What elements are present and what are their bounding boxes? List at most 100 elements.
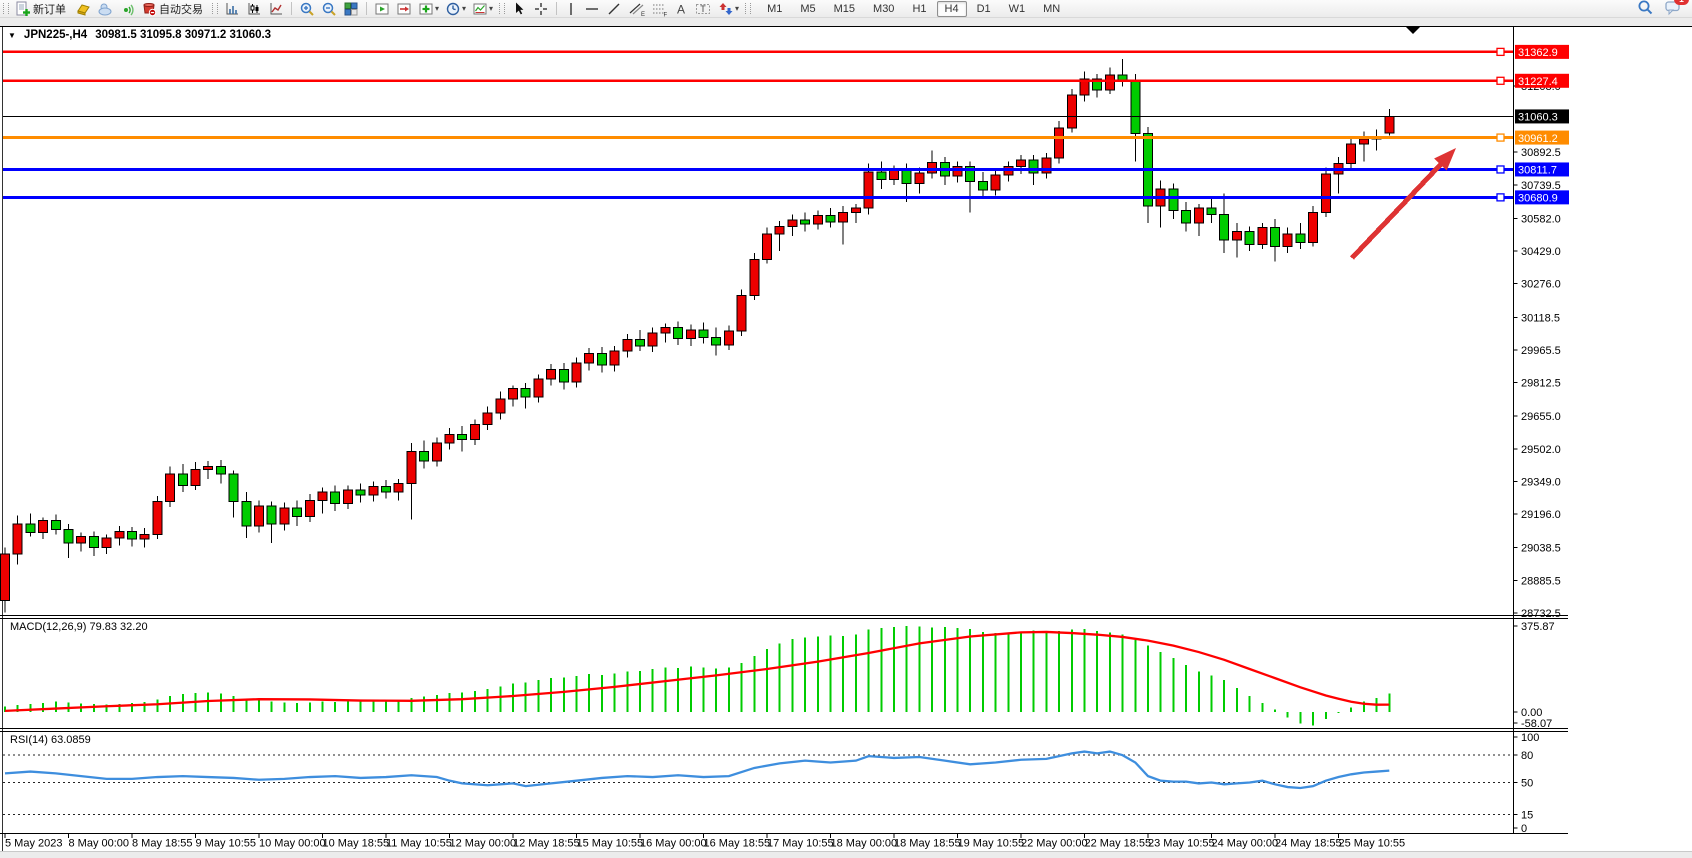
vertical-line-button[interactable] <box>562 1 580 17</box>
macd-scale-label: 375.87 <box>1521 621 1555 633</box>
price-badge-label: 31060.3 <box>1518 112 1558 124</box>
candle-down <box>635 338 645 347</box>
candle-up <box>1320 173 1331 213</box>
line-chart-button[interactable] <box>266 1 286 17</box>
candle-up <box>685 329 696 339</box>
time-tick-label: 12 May 18:55 <box>513 838 580 850</box>
dropdown-caret[interactable]: ▾ <box>735 4 740 13</box>
time-tick-label: 18 May 18:55 <box>894 838 961 850</box>
time-tick-label: 8 May 00:00 <box>69 838 130 850</box>
periods-button[interactable]: ▾ <box>443 1 468 17</box>
price-badge-label: 30961.2 <box>1518 133 1558 145</box>
candle-up <box>1384 115 1395 134</box>
candle-up <box>723 330 734 346</box>
bar-chart-button[interactable] <box>222 1 242 17</box>
scroll-marker-icon[interactable] <box>1406 27 1420 34</box>
search-icon[interactable] <box>1637 0 1654 19</box>
text-button[interactable]: A <box>672 1 690 17</box>
annotation-arrow[interactable] <box>1350 162 1443 260</box>
candle-down <box>1295 233 1306 243</box>
candle-up <box>622 338 633 352</box>
candle-down <box>1168 188 1179 211</box>
candle-up <box>571 362 582 383</box>
arrow-shapes-button[interactable]: ▾ <box>716 1 741 17</box>
fibonacci-button[interactable]: E <box>626 1 647 17</box>
toolbar-grip[interactable] <box>499 3 506 14</box>
signals-button[interactable] <box>117 1 137 17</box>
candle-down <box>1270 226 1280 248</box>
timeframe-button-W1[interactable]: W1 <box>1008 2 1026 15</box>
time-tick-label: 16 May 18:55 <box>704 838 771 850</box>
candle-up <box>444 433 455 444</box>
timeframe-button-M15[interactable]: M15 <box>833 2 856 15</box>
metaquotes-button[interactable] <box>73 1 93 17</box>
timeframe-button-D1[interactable]: D1 <box>976 2 991 15</box>
line-handle[interactable] <box>1496 165 1505 174</box>
timeframe-button-MN[interactable]: MN <box>1043 2 1061 15</box>
community-button[interactable] <box>95 1 115 17</box>
candle-down <box>25 523 36 533</box>
candle-up <box>1231 231 1242 241</box>
cursor-button[interactable] <box>509 1 529 17</box>
timeframe-button-H4[interactable]: H4 <box>936 0 967 17</box>
notifications-button[interactable]: 1 <box>1664 0 1689 19</box>
chart-shift-button[interactable] <box>394 1 414 17</box>
line-handle[interactable] <box>1496 133 1505 142</box>
price-tick-label: 30276.0 <box>1521 279 1561 291</box>
candle-up <box>889 169 899 180</box>
new-order-label: 新订单 <box>33 3 66 16</box>
annotation-arrow-head[interactable] <box>1434 148 1456 171</box>
candle-up <box>990 174 1001 191</box>
templates-button[interactable]: ▾ <box>470 1 495 17</box>
zoom-out-icon <box>321 1 337 17</box>
toolbar-grip[interactable] <box>212 3 218 14</box>
tile-windows-button[interactable] <box>341 1 361 17</box>
channels-icon: F <box>651 1 668 17</box>
dropdown-caret[interactable]: ▾ <box>489 4 494 13</box>
chart-background[interactable] <box>0 26 1692 852</box>
price-tick-label: 28732.5 <box>1521 608 1561 620</box>
timeframe-button-M30[interactable]: M30 <box>873 2 895 15</box>
autotrading-icon <box>141 1 157 17</box>
line-chart-icon <box>268 1 284 17</box>
vertical-line-icon <box>564 1 578 17</box>
trendline-button[interactable] <box>604 1 624 17</box>
candlestick-chart-button[interactable] <box>244 1 264 17</box>
timeframe-button-H1[interactable]: H1 <box>912 2 927 15</box>
timeframe-button-M1[interactable]: M1 <box>767 2 783 15</box>
timeframe-button-M5[interactable]: M5 <box>800 2 816 15</box>
candle-up <box>152 501 163 536</box>
add-indicator-button[interactable]: ▾ <box>416 1 441 17</box>
svg-text:A: A <box>677 2 685 16</box>
candle-up <box>482 412 493 426</box>
dropdown-caret[interactable]: ▾ <box>462 4 467 13</box>
text-label-button[interactable]: T <box>692 1 714 17</box>
candle-up <box>546 368 557 380</box>
rsi-scale-label: 50 <box>1521 778 1533 790</box>
candle-up <box>190 469 201 487</box>
crosshair-button[interactable] <box>531 1 551 17</box>
line-handle[interactable] <box>1496 47 1505 57</box>
chart-shift-icon <box>396 1 412 17</box>
toolbar-grip[interactable] <box>745 3 752 14</box>
toolbar-grip[interactable] <box>3 3 9 14</box>
zoom-out-button[interactable] <box>319 1 339 17</box>
new-order-icon <box>15 1 31 17</box>
new-order-button[interactable]: 新订单 <box>13 1 71 17</box>
auto-scroll-button[interactable] <box>372 1 392 17</box>
rsi-line <box>4 750 1390 790</box>
zoom-in-button[interactable] <box>297 1 317 17</box>
horizontal-line-button[interactable] <box>582 1 602 17</box>
channels-button[interactable]: F <box>649 1 670 17</box>
candle-up <box>203 465 214 471</box>
candle-down <box>381 486 391 493</box>
candle-up <box>1066 94 1077 129</box>
line-handle[interactable] <box>1496 76 1505 85</box>
line-handle[interactable] <box>1496 193 1505 202</box>
autotrading-button[interactable]: 自动交易 <box>139 1 208 17</box>
time-tick-label: 16 May 00:00 <box>640 838 707 850</box>
candle-up <box>774 225 785 235</box>
dropdown-caret[interactable]: ▾ <box>435 4 440 13</box>
